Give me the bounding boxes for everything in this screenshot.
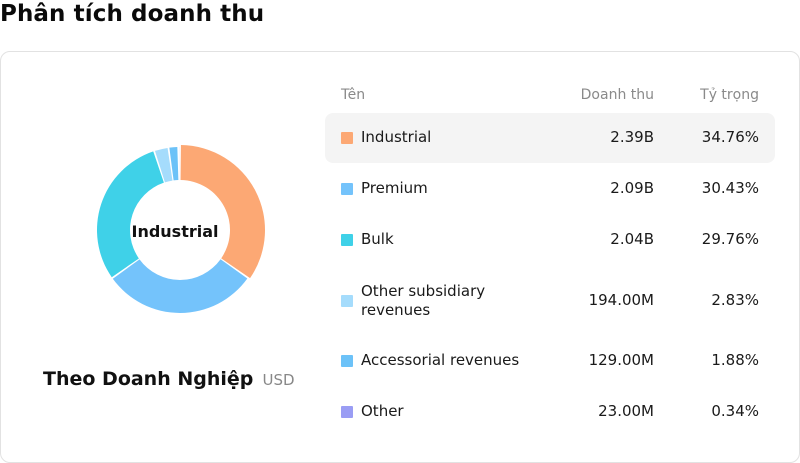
donut-slice-bulk[interactable]: [97, 151, 164, 278]
donut-chart: [97, 145, 265, 313]
row-share: 0.34%: [711, 402, 759, 420]
subtitle-text: Theo Doanh Nghiệp: [43, 368, 254, 390]
row-share: 1.88%: [711, 351, 759, 369]
row-name: Premium: [361, 179, 428, 197]
table-row[interactable]: Bulk 2.04B 29.76%: [325, 215, 775, 265]
row-revenue: 2.04B: [610, 230, 654, 248]
header-share: Tỷ trọng: [700, 87, 759, 103]
row-share: 30.43%: [701, 179, 759, 197]
row-revenue: 194.00M: [588, 291, 654, 309]
donut-slice-accessorial-revenues[interactable]: [169, 147, 179, 181]
row-share: 34.76%: [701, 128, 759, 146]
row-name: Other subsidiary revenues: [361, 282, 486, 319]
legend-swatch: [341, 183, 353, 195]
row-revenue: 2.09B: [610, 179, 654, 197]
legend-swatch: [341, 295, 353, 307]
table-row[interactable]: Accessorial revenues 129.00M 1.88%: [325, 336, 775, 386]
table-row[interactable]: Premium 2.09B 30.43%: [325, 164, 775, 214]
header-revenue: Doanh thu: [580, 87, 654, 103]
donut-center-label: Industrial: [131, 222, 219, 241]
legend-swatch: [341, 132, 353, 144]
header-name: Tên: [341, 87, 366, 103]
row-name: Accessorial revenues: [361, 351, 520, 369]
row-share: 2.83%: [711, 291, 759, 309]
legend-swatch: [341, 355, 353, 367]
donut-slice-industrial[interactable]: [180, 145, 265, 279]
donut-slice-premium[interactable]: [112, 259, 248, 313]
row-revenue: 129.00M: [588, 351, 654, 369]
legend-swatch: [341, 234, 353, 246]
row-name: Bulk: [361, 230, 394, 248]
row-name: Other: [361, 402, 404, 420]
table-header: Tên Doanh thu Tỷ trọng: [325, 87, 775, 105]
table-row[interactable]: Industrial 2.39B 34.76%: [325, 113, 775, 163]
table-row[interactable]: Other subsidiary revenues 194.00M 2.83%: [325, 266, 775, 336]
row-share: 29.76%: [701, 230, 759, 248]
legend-swatch: [341, 406, 353, 418]
currency-unit: USD: [262, 371, 295, 389]
row-revenue: 2.39B: [610, 128, 654, 146]
donut-slice-other-subsidiary-revenues[interactable]: [154, 147, 173, 183]
table-row[interactable]: Other 23.00M 0.34%: [325, 387, 775, 437]
page-title: Phân tích doanh thu: [0, 1, 265, 27]
chart-subtitle: Theo Doanh Nghiệp USD: [43, 368, 295, 390]
row-revenue: 23.00M: [598, 402, 654, 420]
row-name: Industrial: [361, 128, 432, 146]
